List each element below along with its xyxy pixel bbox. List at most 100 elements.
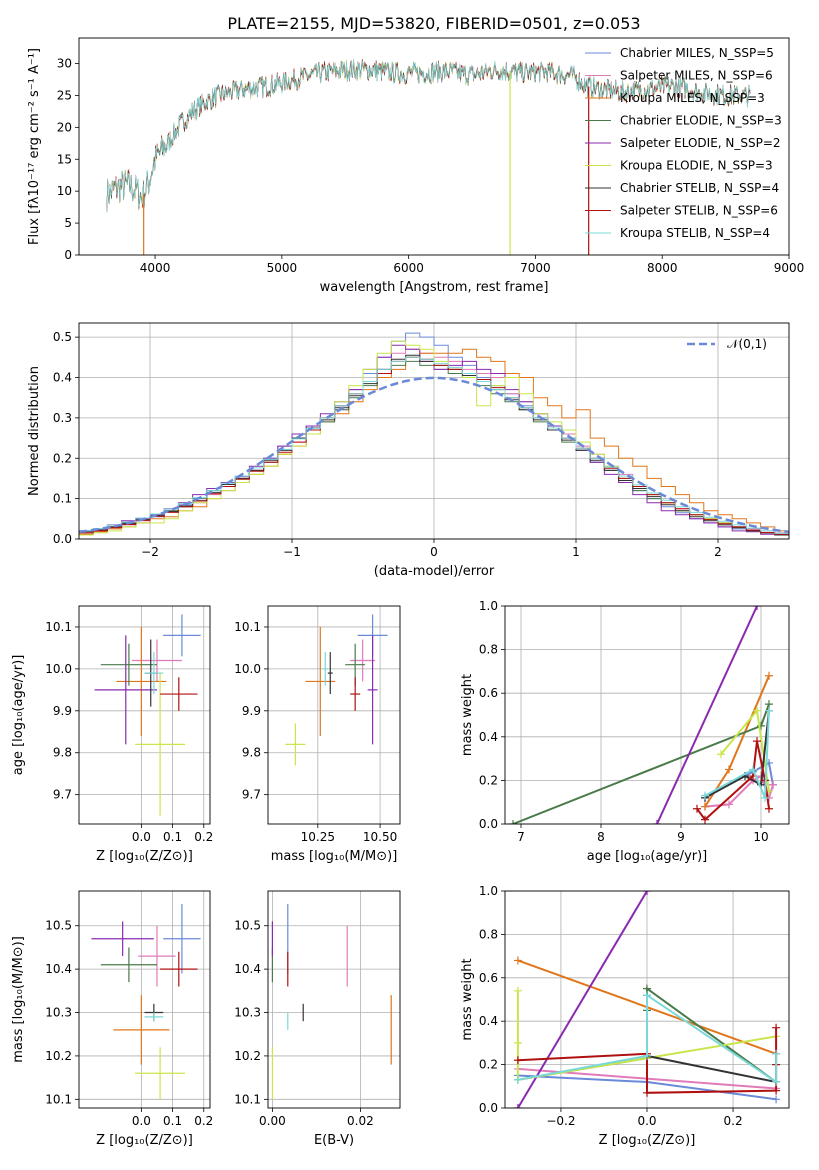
plus-marker xyxy=(725,800,733,809)
x-axis-label: Z [log₁₀(Z/Z⊙)] xyxy=(599,1133,696,1148)
series-line-salpeter-elodie xyxy=(517,891,648,1108)
x-tick-label: 9 xyxy=(677,830,685,844)
plus-marker xyxy=(509,820,517,824)
plus-marker xyxy=(513,1056,522,1065)
y-tick-label: 10.3 xyxy=(45,1006,72,1020)
age_vs_Z-panel: 0.0 0.1 0.2 9.7 9.8 9.9 10.0 10.1 Z [log₁₀(Z/Z⊙)… xyxy=(11,605,213,864)
y-tick-label: 1.0 xyxy=(479,599,498,613)
spectrum-panel: 4000 5000 6000 7000 8000 9000 0 5 10 15 20 25 30 wave… xyxy=(27,37,805,295)
y-tick-label: 0 xyxy=(64,248,72,262)
x-axis-label: E(B-V) xyxy=(314,1133,354,1148)
x-tick-label: 0.2 xyxy=(194,830,213,844)
plus-marker xyxy=(765,804,773,813)
massweight_vs_age-panel: 7 8 9 10 0.0 0.2 0.4 0.6 0.8 1.0 age [log₁₀(age/yr… xyxy=(460,599,790,864)
x-tick-label: 6000 xyxy=(393,261,424,275)
y-tick-label: 10.1 xyxy=(234,1092,261,1106)
legend-label: Kroupa MILES, N_SSP=3 xyxy=(620,91,765,105)
x-axis-label: age [log₁₀(age/yr)] xyxy=(587,849,708,864)
legend-label: Salpeter STELIB, N_SSP=6 xyxy=(620,204,778,218)
massweight_vs_Z-panel: −0.2 0.0 0.2 0.0 0.2 0.4 0.6 0.8 1.0 Z [log₁₀(Z/Z… xyxy=(460,884,790,1148)
spectrum-legend: Chabrier MILES, N_SSP=5 Salpeter MILES, N… xyxy=(585,46,782,240)
plus-marker xyxy=(513,1075,522,1084)
x-axis-label: (data-model)/error xyxy=(374,564,495,579)
legend-label: 𝒩(0,1) xyxy=(727,337,767,351)
y-axis-label: age [log₁₀(age/yr)] xyxy=(11,655,26,776)
plus-marker xyxy=(701,815,709,824)
plus-marker xyxy=(753,606,761,610)
x-tick-label: 0.2 xyxy=(194,1114,213,1128)
y-tick-label: 0.8 xyxy=(479,927,498,941)
y-tick-label: 10.1 xyxy=(45,1092,72,1106)
y-tick-label: 9.9 xyxy=(53,704,72,718)
x-tick-label: 0.0 xyxy=(132,830,151,844)
y-tick-label: 15 xyxy=(57,152,72,166)
y-tick-label: 0.5 xyxy=(53,330,72,344)
x-tick-label: 8 xyxy=(597,830,605,844)
plus-marker xyxy=(717,750,725,759)
plus-marker xyxy=(765,706,773,715)
series-line-salpeter-elodie xyxy=(656,606,758,824)
legend-label: Chabrier MILES, N_SSP=5 xyxy=(620,46,774,60)
plot-layer: 4000 5000 6000 7000 8000 9000051015202530wave… xyxy=(11,37,805,1148)
y-tick-label: 9.8 xyxy=(53,746,72,760)
x-tick-label: −2 xyxy=(141,545,159,559)
y-tick-label: 10.5 xyxy=(234,919,261,933)
axes-frame xyxy=(267,605,401,825)
x-tick-label: 0.00 xyxy=(259,1114,286,1128)
plus-marker xyxy=(769,780,777,789)
y-axis-label: mass weight xyxy=(460,958,475,1040)
plus-marker xyxy=(749,765,757,774)
plus-marker xyxy=(725,765,733,774)
y-axis-label: Normed distribution xyxy=(27,366,42,496)
axes-frame xyxy=(78,37,790,256)
plus-marker xyxy=(765,671,773,680)
legend-label: Chabrier ELODIE, N_SSP=3 xyxy=(620,114,782,128)
x-tick-label: 10.50 xyxy=(363,830,397,844)
residual_hist-panel: −2 −1 0 1 2 0.0 0.1 0.2 0.3 0.4 0.5 (data-model)/er… xyxy=(27,322,790,579)
axes-frame xyxy=(78,605,211,825)
y-tick-label: 10.0 xyxy=(234,662,261,676)
x-tick-label: 9000 xyxy=(774,261,805,275)
y-axis-label: mass weight xyxy=(460,674,475,756)
x-tick-label: −1 xyxy=(283,545,301,559)
x-axis-label: Z [log₁₀(Z/Z⊙)] xyxy=(96,849,193,864)
x-tick-label: 5000 xyxy=(267,261,298,275)
y-tick-label: 0.0 xyxy=(53,532,72,546)
y-tick-label: 0.4 xyxy=(479,730,498,744)
plus-marker xyxy=(643,1088,651,1097)
x-axis-label: Z [log₁₀(Z/Z⊙)] xyxy=(96,1133,193,1148)
axes-frame xyxy=(504,890,790,1109)
y-tick-label: 25 xyxy=(57,88,72,102)
x-tick-label: 4000 xyxy=(140,261,171,275)
plus-marker xyxy=(653,820,661,824)
mass_vs_Z-panel: 0.0 0.1 0.2 10.1 10.2 10.3 10.4 10.5 Z [log₁₀(Z/… xyxy=(11,890,213,1148)
y-tick-label: 0.0 xyxy=(479,817,498,831)
y-tick-label: 9.9 xyxy=(242,704,261,718)
axes-frame xyxy=(267,890,401,1109)
x-tick-label: 0.1 xyxy=(163,830,182,844)
legend-label: Kroupa ELODIE, N_SSP=3 xyxy=(620,159,773,173)
y-tick-label: 0.2 xyxy=(479,773,498,787)
y-tick-label: 0.2 xyxy=(479,1058,498,1072)
x-tick-label: 10.25 xyxy=(301,830,335,844)
y-tick-label: 0.2 xyxy=(53,451,72,465)
age_vs_mass-panel: 10.25 10.50 9.7 9.8 9.9 10.0 10.1 mass [log₁₀(M… xyxy=(234,605,401,864)
plus-marker xyxy=(701,802,709,811)
x-tick-label: 0.1 xyxy=(163,1114,182,1128)
legend-label: Chabrier STELIB, N_SSP=4 xyxy=(620,181,779,195)
plus-marker xyxy=(513,1104,522,1108)
plus-marker xyxy=(761,793,769,802)
axes-frame xyxy=(504,605,790,825)
series-line-kroupa-stelib xyxy=(704,710,770,799)
massweight_vs_Z-lines xyxy=(513,891,781,1108)
y-tick-label: 0.4 xyxy=(479,1014,498,1028)
plus-marker xyxy=(753,737,761,746)
y-tick-label: 0.6 xyxy=(479,686,498,700)
y-tick-label: 10.2 xyxy=(45,1049,72,1063)
y-tick-label: 20 xyxy=(57,120,72,134)
spectrum-kroupa-stelib xyxy=(106,59,751,213)
plus-marker xyxy=(643,1051,651,1060)
series-line-chabrier-stelib xyxy=(704,710,770,799)
legend-label: Kroupa STELIB, N_SSP=4 xyxy=(620,226,770,240)
